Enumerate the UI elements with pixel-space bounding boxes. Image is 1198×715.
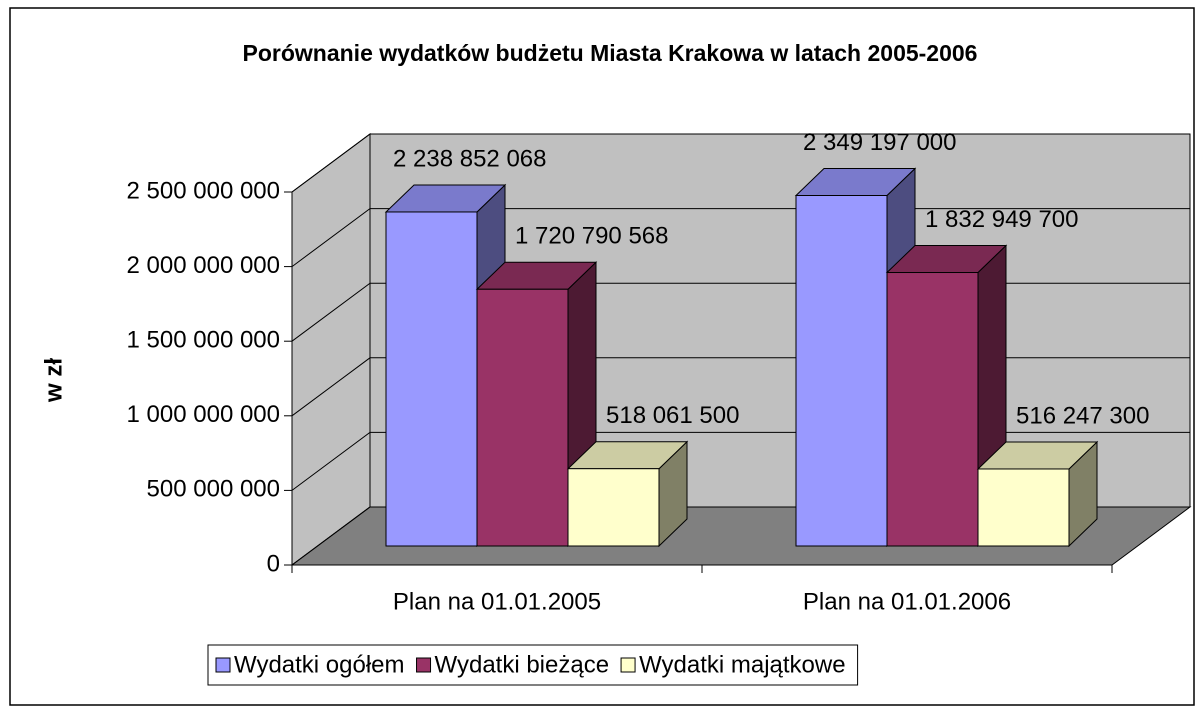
value-label: 518 061 500 <box>606 402 739 429</box>
y-tick-label: 0 <box>267 550 280 577</box>
value-label: 1 832 949 700 <box>925 206 1078 233</box>
grid-line <box>291 208 1190 268</box>
legend-label: Wydatki ogółem <box>234 651 405 678</box>
legend-swatch <box>215 657 231 673</box>
bar <box>977 468 1070 547</box>
legend-label: Wydatki bieżące <box>435 651 610 678</box>
bar <box>476 288 569 547</box>
value-label: 516 247 300 <box>1016 402 1149 429</box>
x-tick-label: Plan na 01.01.2005 <box>393 588 601 615</box>
y-tick-label: 2 000 000 000 <box>127 252 280 279</box>
y-axis-label: w zł <box>40 358 67 403</box>
side-wall <box>291 133 371 566</box>
value-label: 1 720 790 568 <box>515 223 668 250</box>
legend-swatch <box>620 657 636 673</box>
legend-swatch <box>416 657 432 673</box>
value-label: 2 349 197 000 <box>803 129 956 156</box>
chart-title: Porównanie wydatków budżetu Miasta Krako… <box>243 40 978 66</box>
bar <box>886 272 979 547</box>
legend-label: Wydatki majątkowe <box>639 651 846 678</box>
grid-line <box>291 133 1190 193</box>
y-tick-label: 2 500 000 000 <box>127 177 280 204</box>
bar <box>567 468 660 547</box>
y-tick-label: 1 000 000 000 <box>127 401 280 428</box>
value-label: 2 238 852 068 <box>393 145 546 172</box>
bar <box>795 194 888 547</box>
bar <box>385 211 478 547</box>
x-tick-label: Plan na 01.01.2006 <box>803 588 1011 615</box>
y-tick-label: 1 500 000 000 <box>127 327 280 354</box>
legend-box <box>207 644 859 686</box>
y-tick-label: 500 000 000 <box>147 476 280 503</box>
